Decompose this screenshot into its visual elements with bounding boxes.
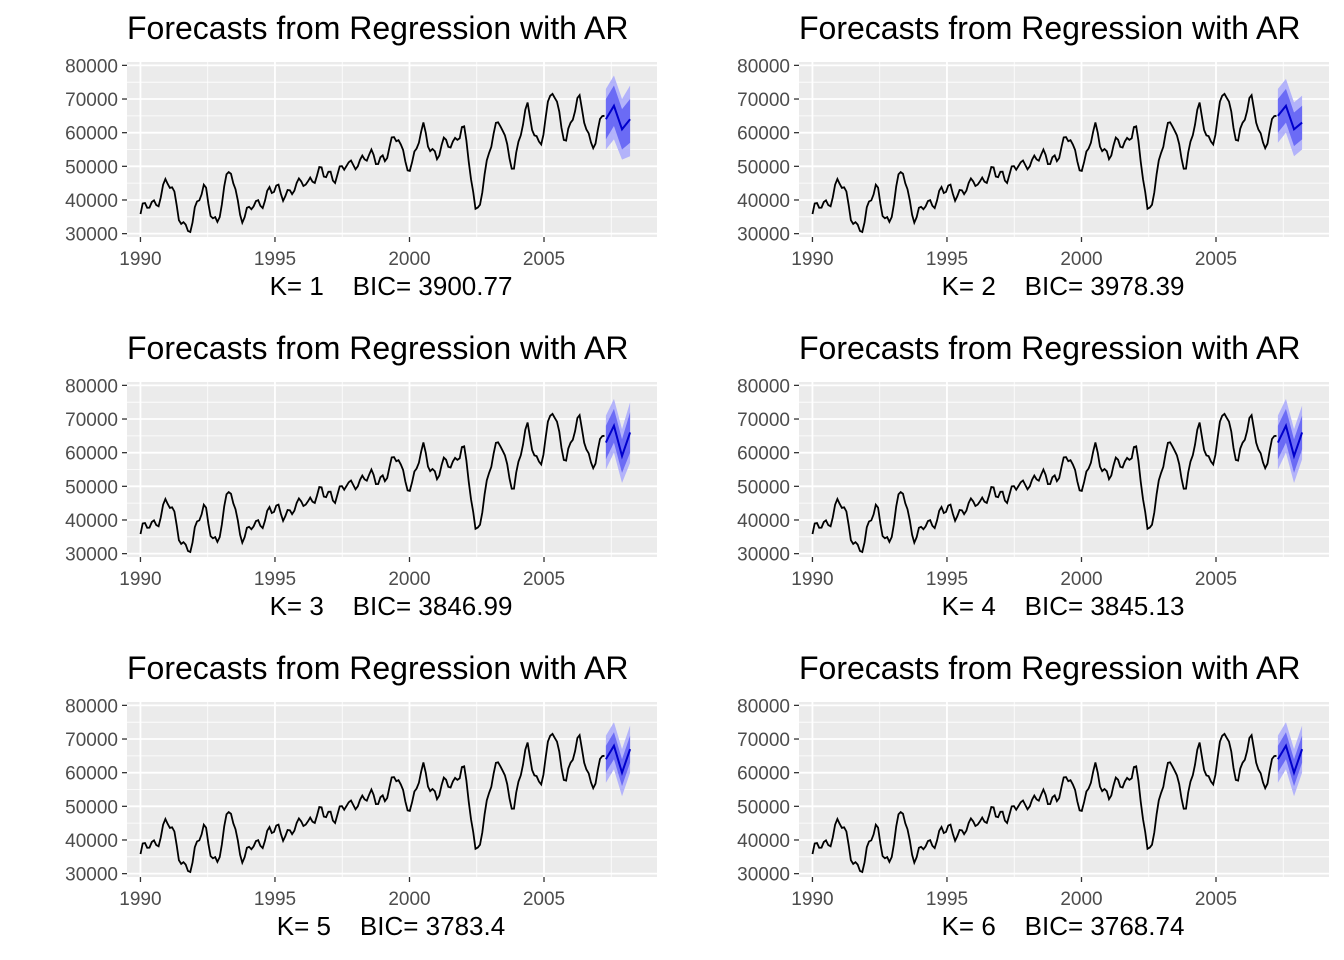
y-tick-label: 80000: [65, 376, 118, 397]
forecast-panel-k6: 30000 40000 50000 60000 70000 80000 1990 1995 20…: [672, 640, 1344, 960]
y-tick-label: 50000: [737, 157, 790, 178]
forecast-mean-line: [605, 103, 631, 132]
forecast-panel-k2: 30000 40000 50000 60000 70000 80000 1990 1995 20…: [672, 0, 1344, 320]
history-series-line: [139, 732, 605, 874]
y-tick-label: 60000: [65, 764, 118, 785]
chart-title: Forecasts from Regression with AR: [127, 330, 629, 366]
y-tick-label: 60000: [65, 444, 118, 465]
y-tick-label: 80000: [737, 56, 790, 77]
chart-caption: K= 6 BIC= 3768.74: [941, 911, 1185, 941]
chart-title: Forecasts from Regression with AR: [127, 650, 629, 686]
x-tick-label: 2000: [1060, 569, 1102, 590]
y-tick-label: 50000: [65, 477, 118, 498]
y-tick-label: 70000: [65, 90, 118, 111]
forecast-mean-line: [605, 743, 632, 776]
x-tick-label: 1990: [791, 889, 833, 910]
y-tick-label: 60000: [737, 124, 790, 145]
x-tick-label: 2005: [1195, 569, 1237, 590]
x-tick-label: 1995: [254, 569, 296, 590]
history-series-line: [139, 92, 605, 234]
x-tick-label: 1995: [254, 249, 296, 270]
forecast-panel-k3: 30000 40000 50000 60000 70000 80000 1990 1995 20…: [0, 320, 672, 640]
y-tick-label: 80000: [65, 56, 118, 77]
chart-svg: 30000 40000 50000 60000 70000 80000 1990 1995 20…: [737, 696, 1329, 910]
x-tick-label: 1990: [119, 889, 161, 910]
forecast-mean-line: [1277, 743, 1304, 776]
chart-caption: K= 3 BIC= 3846.99: [269, 591, 513, 621]
x-tick-label: 2000: [1060, 889, 1102, 910]
y-tick-label: 40000: [737, 831, 790, 852]
y-tick-label: 50000: [65, 157, 118, 178]
x-tick-label: 2000: [388, 249, 430, 270]
y-tick-label: 40000: [65, 511, 118, 532]
x-tick-label: 2005: [1195, 249, 1237, 270]
y-tick-label: 70000: [737, 410, 790, 431]
x-tick-label: 1995: [926, 569, 968, 590]
x-tick-label: 2005: [1195, 889, 1237, 910]
chart-title: Forecasts from Regression with AR: [799, 10, 1301, 46]
y-tick-label: 30000: [737, 225, 790, 246]
chart-caption: K= 4 BIC= 3845.13: [941, 591, 1185, 621]
y-tick-label: 30000: [65, 545, 118, 566]
forecast-panel-k1: 30000 40000 50000 60000 70000 80000 1990 1995 20…: [0, 0, 672, 320]
chart-caption: K= 2 BIC= 3978.39: [941, 271, 1185, 301]
y-tick-label: 50000: [737, 797, 790, 818]
chart-svg: 30000 40000 50000 60000 70000 80000 1990 1995 20…: [65, 56, 657, 270]
y-tick-label: 40000: [737, 511, 790, 532]
y-tick-label: 80000: [65, 696, 118, 717]
y-tick-label: 40000: [737, 191, 790, 212]
forecast-mean-line: [1277, 103, 1303, 132]
x-tick-label: 1990: [119, 249, 161, 270]
x-tick-label: 2000: [1060, 249, 1102, 270]
y-tick-label: 50000: [65, 797, 118, 818]
chart-svg: 30000 40000 50000 60000 70000 80000 1990 1995 20…: [65, 696, 657, 910]
y-tick-label: 60000: [65, 124, 118, 145]
history-series-line: [139, 412, 605, 554]
y-tick-label: 40000: [65, 831, 118, 852]
y-tick-label: 50000: [737, 477, 790, 498]
chart-svg: 30000 40000 50000 60000 70000 80000 1990 1995 20…: [65, 376, 657, 590]
forecast-mean-line: [604, 422, 632, 460]
forecast-panel-k4: 30000 40000 50000 60000 70000 80000 1990 1995 20…: [672, 320, 1344, 640]
x-tick-label: 1990: [119, 569, 161, 590]
x-tick-label: 1990: [791, 249, 833, 270]
y-tick-label: 30000: [65, 865, 118, 886]
y-tick-label: 80000: [737, 696, 790, 717]
y-tick-label: 30000: [65, 225, 118, 246]
y-tick-label: 60000: [737, 764, 790, 785]
y-tick-label: 40000: [65, 191, 118, 212]
y-tick-label: 70000: [65, 730, 118, 751]
chart-title: Forecasts from Regression with AR: [799, 650, 1301, 686]
chart-title: Forecasts from Regression with AR: [127, 10, 629, 46]
x-tick-label: 2000: [388, 889, 430, 910]
x-tick-label: 1995: [926, 249, 968, 270]
chart-svg: 30000 40000 50000 60000 70000 80000 1990 1995 20…: [737, 376, 1329, 590]
chart-caption: K= 5 BIC= 3783.4: [276, 911, 506, 941]
y-tick-label: 60000: [737, 444, 790, 465]
y-tick-label: 30000: [737, 865, 790, 886]
history-series-line: [811, 412, 1277, 554]
x-tick-label: 2000: [388, 569, 430, 590]
y-tick-label: 70000: [737, 90, 790, 111]
x-tick-label: 1995: [926, 889, 968, 910]
x-tick-label: 1990: [791, 569, 833, 590]
forecast-panel-k5: 30000 40000 50000 60000 70000 80000 1990 1995 20…: [0, 640, 672, 960]
chart-title: Forecasts from Regression with AR: [799, 330, 1301, 366]
history-series-line: [811, 732, 1277, 874]
y-tick-label: 70000: [65, 410, 118, 431]
x-tick-label: 2005: [523, 569, 565, 590]
chart-caption: K= 1 BIC= 3900.77: [269, 271, 513, 301]
forecast-mean-line: [1276, 422, 1304, 460]
y-tick-label: 30000: [737, 545, 790, 566]
x-tick-label: 1995: [254, 889, 296, 910]
x-tick-label: 2005: [523, 889, 565, 910]
y-tick-label: 80000: [737, 376, 790, 397]
x-tick-label: 2005: [523, 249, 565, 270]
y-tick-label: 70000: [737, 730, 790, 751]
chart-svg: 30000 40000 50000 60000 70000 80000 1990 1995 20…: [737, 56, 1329, 270]
history-series-line: [811, 92, 1277, 234]
